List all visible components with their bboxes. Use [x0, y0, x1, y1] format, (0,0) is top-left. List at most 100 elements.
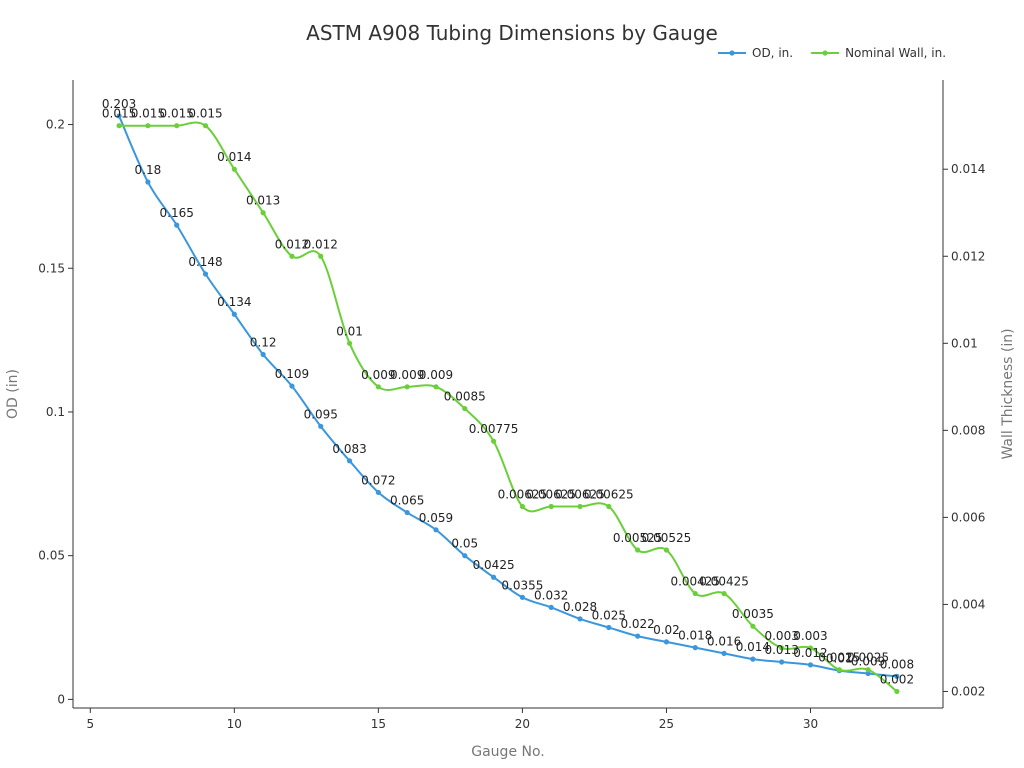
data-label: 0.003 [793, 629, 827, 643]
y-axis-right-title: Wall Thickness (in) [1000, 328, 1016, 459]
x-axis-title: Gauge No. [471, 744, 545, 760]
legend-swatch-marker [822, 50, 828, 56]
data-point [116, 113, 122, 119]
data-point [462, 405, 468, 412]
data-point [116, 123, 122, 129]
data-label: 0.00625 [526, 488, 576, 502]
data-point [289, 253, 295, 259]
data-point [750, 656, 756, 662]
y-left-tick-label: 0.15 [38, 261, 65, 275]
data-label: 0.01 [336, 324, 363, 338]
data-point [692, 645, 698, 651]
data-point [404, 384, 410, 390]
data-label: 0.016 [707, 634, 741, 648]
legend-swatch-marker [729, 50, 735, 56]
data-point [433, 527, 439, 533]
data-point [635, 547, 641, 553]
data-label: 0.00525 [642, 531, 692, 545]
data-label: 0.00775 [469, 422, 519, 436]
data-point [663, 547, 670, 553]
data-label: 0.008 [880, 657, 914, 671]
data-point [836, 667, 842, 673]
data-point [894, 673, 900, 679]
y-right-tick-label: 0.004 [951, 597, 985, 611]
data-point [807, 662, 814, 668]
y-left-tick-label: 0.2 [46, 118, 65, 132]
data-label: 0.165 [160, 206, 194, 220]
data-label: 0.083 [332, 442, 366, 456]
x-tick-label: 10 [227, 717, 242, 731]
data-point [692, 590, 698, 597]
data-label: 0.028 [563, 600, 597, 614]
data-label: 0.148 [188, 255, 222, 269]
data-label: 0.009 [361, 368, 395, 382]
x-tick-label: 30 [803, 717, 818, 731]
y-right-tick-label: 0.008 [951, 423, 985, 437]
data-label: 0.0025 [847, 651, 889, 665]
data-label: 0.025 [592, 609, 626, 623]
data-point [490, 438, 497, 444]
data-point [433, 384, 439, 390]
data-point [865, 670, 871, 677]
data-label: 0.01 [826, 652, 853, 666]
y-right-tick-label: 0.014 [951, 162, 985, 176]
data-label: 0.015 [102, 107, 136, 121]
data-label: 0.013 [246, 194, 280, 208]
y-right-tick-label: 0.006 [951, 510, 985, 524]
data-point [548, 604, 554, 611]
data-label: 0.022 [620, 617, 654, 631]
data-label: 0.109 [275, 367, 309, 381]
data-label: 0.00425 [699, 575, 749, 589]
data-label: 0.015 [188, 107, 222, 121]
data-label: 0.203 [102, 97, 136, 111]
x-tick-label: 15 [371, 717, 386, 731]
x-tick-label: 20 [515, 717, 530, 731]
data-label: 0.009 [390, 368, 424, 382]
data-point [606, 624, 612, 631]
data-label: 0.014 [736, 640, 770, 654]
data-point [202, 271, 209, 277]
data-label: 0.0355 [501, 578, 543, 592]
data-label: 0.012 [793, 646, 827, 660]
data-point [318, 253, 324, 259]
data-point [519, 503, 526, 510]
x-tick-label: 25 [659, 717, 674, 731]
data-label: 0.059 [419, 511, 453, 525]
data-point [635, 633, 641, 639]
data-point [202, 123, 209, 129]
data-label: 0.015 [160, 107, 194, 121]
data-label: 0.095 [304, 407, 338, 421]
data-label: 0.00625 [498, 488, 548, 502]
data-label: 0.02 [653, 623, 680, 637]
data-point [750, 623, 756, 629]
data-label: 0.065 [390, 494, 424, 508]
data-point [145, 123, 151, 129]
data-point [519, 594, 526, 600]
data-point [779, 659, 785, 665]
data-point [174, 222, 180, 228]
data-point [145, 179, 151, 185]
data-point [894, 688, 900, 695]
axes: 5 10 15 20 25 30 0 0.05 0.1 0.15 0.2 0.002 0.004 0.00… [38, 80, 985, 731]
data-point [721, 590, 727, 597]
data-label: 0.0035 [732, 607, 774, 621]
data-point [779, 645, 785, 651]
data-point [663, 639, 670, 645]
data-point [721, 650, 727, 656]
data-label: 0.00625 [555, 488, 605, 502]
data-point [346, 458, 353, 464]
data-label: 0.013 [764, 643, 798, 657]
data-label: 0.032 [534, 588, 568, 602]
legend-entry-label: Nominal Wall, in. [845, 46, 946, 60]
data-point [606, 503, 612, 510]
data-point [346, 340, 353, 346]
data-point [490, 574, 497, 580]
data-point [289, 383, 295, 389]
data-label: 0.00425 [670, 575, 720, 589]
y-right-tick-label: 0.012 [951, 249, 985, 263]
x-tick-label: 5 [86, 717, 94, 731]
data-label: 0.012 [275, 237, 309, 251]
y-left-tick-label: 0 [57, 692, 65, 706]
data-label: 0.0085 [444, 390, 486, 404]
